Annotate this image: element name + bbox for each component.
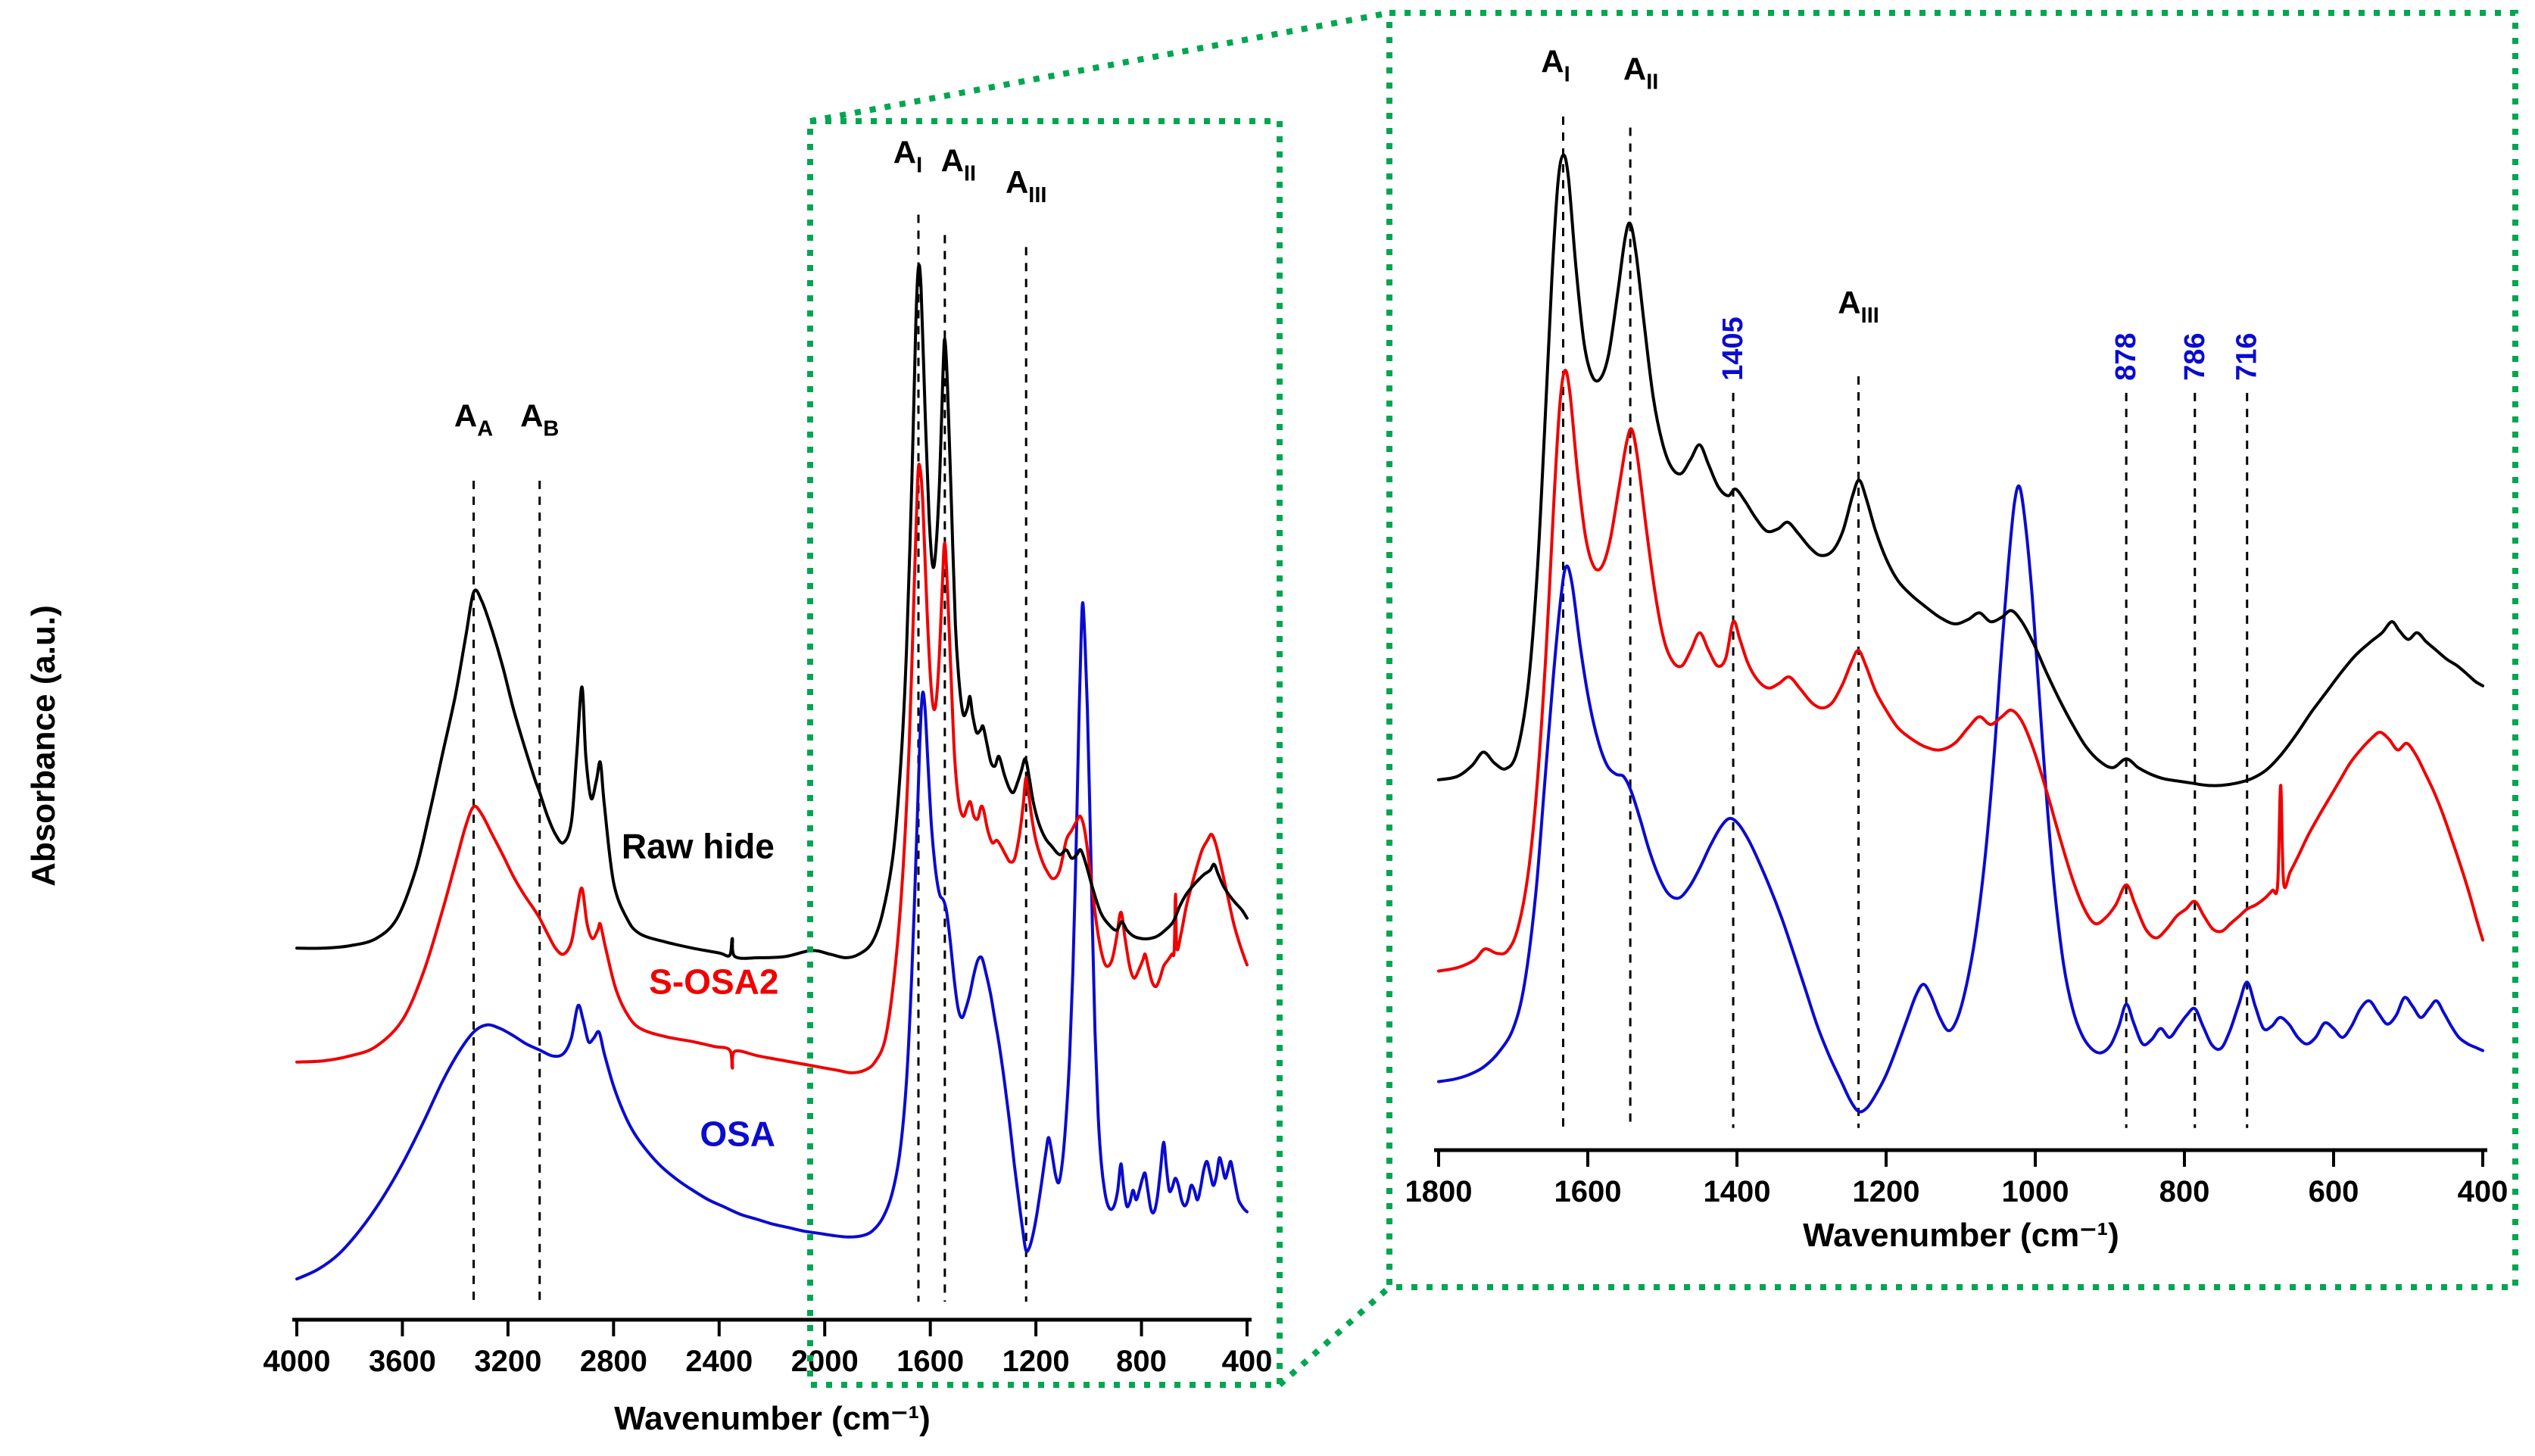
spectrum-curve-raw-hide — [295, 263, 1249, 960]
spectrum-curve-s-osa2 — [295, 463, 1249, 1074]
x-tick-label: 2400 — [685, 1345, 753, 1378]
left-xaxis-label: Wavenumber (cm⁻¹) — [614, 1400, 931, 1437]
peak-label-A-I: AI — [1541, 44, 1570, 87]
left-yaxis-label: Absorbance (a.u.) — [25, 605, 62, 887]
right-xaxis-label: Wavenumber (cm⁻¹) — [1803, 1217, 2119, 1254]
x-tick-label: 800 — [1116, 1345, 1167, 1378]
x-tick-label: 1400 — [1704, 1175, 1771, 1208]
series-label-osa: OSA — [700, 1114, 775, 1153]
spectrum-curve-s-osa2 — [1437, 369, 2484, 973]
x-tick-label: 400 — [1222, 1345, 1273, 1378]
x-tick-label: 1200 — [1002, 1345, 1070, 1378]
series-label-raw-hide: Raw hide — [622, 827, 775, 866]
x-tick-label: 800 — [2159, 1175, 2210, 1208]
x-tick-label: 1600 — [896, 1345, 964, 1378]
series-label-s-osa2: S-OSA2 — [649, 962, 778, 1001]
x-tick-label: 1600 — [1554, 1175, 1622, 1208]
peak-label-A-B: AB — [520, 398, 559, 441]
x-tick-label: 4000 — [263, 1345, 331, 1378]
spectrum-curve-raw-hide — [1437, 153, 2484, 787]
zoom-target-box — [1386, 10, 2518, 1290]
x-tick-label: 3200 — [474, 1345, 541, 1378]
x-tick-label: 400 — [2458, 1175, 2508, 1208]
x-tick-label: 1000 — [2002, 1175, 2069, 1208]
spectrum-curve-osa — [1437, 484, 2484, 1114]
peak-label-878: 878 — [2110, 332, 2142, 380]
peak-label-1405: 1405 — [1717, 316, 1749, 381]
zoom-callout — [807, 10, 2518, 1388]
zoom-connector-bottom — [1277, 1285, 1392, 1387]
zoom-source-box — [807, 118, 1283, 1388]
peak-label-A-III: AIII — [1006, 164, 1047, 207]
peak-label-786: 786 — [2179, 332, 2211, 380]
peak-label-A-A: AA — [454, 398, 493, 441]
x-tick-label: 1800 — [1405, 1175, 1473, 1208]
x-tick-label: 600 — [2309, 1175, 2359, 1208]
x-tick-label: 2800 — [580, 1345, 647, 1378]
peak-label-A-II: AII — [941, 142, 976, 186]
peak-label-716: 716 — [2231, 332, 2263, 380]
peak-label-A-II: AII — [1623, 51, 1658, 95]
peak-label-A-III: AIII — [1838, 285, 1879, 328]
full-spectrum-panel: AA AB AI AII AIII Raw hide S-OSA2 OSA 4000 3600 32… — [263, 134, 1273, 1378]
x-tick-label: 2000 — [791, 1345, 859, 1378]
spectrum-curve-osa — [295, 601, 1249, 1281]
x-tick-label: 1200 — [1853, 1175, 1920, 1208]
zoom-spectrum-panel: AI AII 1405 AIII 878 786 716 1800 1600 1400 1200 10… — [1405, 44, 2508, 1209]
zoom-connector-top — [809, 10, 1390, 124]
x-tick-label: 3600 — [369, 1345, 436, 1378]
peak-label-A-I: AI — [893, 134, 922, 177]
